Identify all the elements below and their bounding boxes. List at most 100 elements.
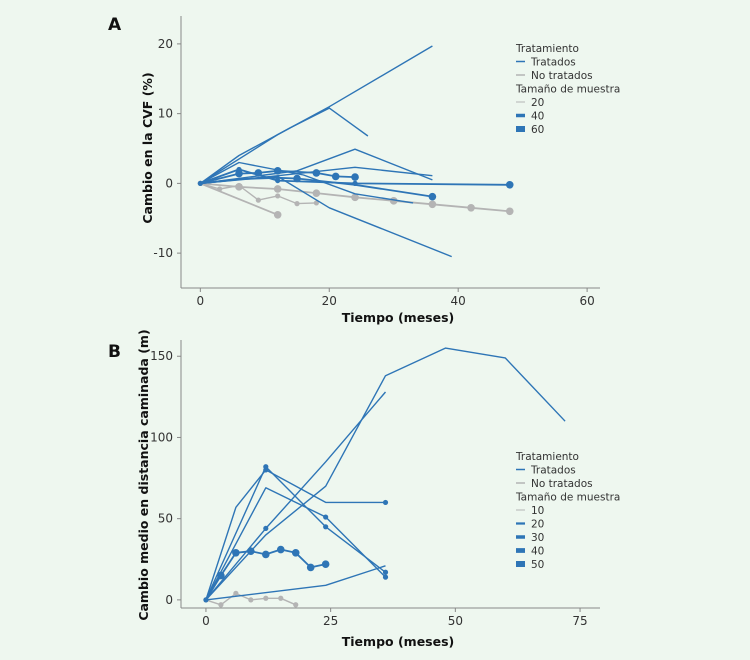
y-axis-title-a: Cambio en la CVF (%) [140, 72, 155, 223]
data-point-untreated [255, 197, 261, 203]
x-tick-label: 60 [579, 294, 594, 308]
data-point-untreated [428, 200, 437, 209]
data-point-untreated [236, 182, 242, 189]
panel-b: B 0 50 100 150 0 25 50 75 Tiempo (meses) Cambio… [108, 329, 620, 649]
x-tick-label: 20 [322, 294, 337, 308]
data-point-untreated [278, 595, 284, 601]
data-point-treated [505, 180, 514, 189]
y-tick-label: 0 [165, 593, 173, 607]
y-tick-label: 20 [158, 37, 173, 51]
data-point-treated [351, 173, 359, 181]
y-tick-label: -10 [153, 246, 173, 260]
legend-title-treatment: Tratamiento [515, 43, 579, 55]
data-point-treated [312, 169, 321, 177]
legend-label-size: 10 [531, 505, 544, 517]
legend-label-treated: Tratados [530, 465, 576, 477]
data-point-treated [235, 169, 243, 178]
data-point-treated [382, 574, 389, 580]
x-tick-label: 25 [323, 614, 338, 628]
y-tick-label: 100 [150, 430, 173, 444]
legend-label-size: 20 [531, 97, 544, 109]
data-point-treated [382, 569, 389, 575]
y-tick-label: 10 [158, 107, 173, 121]
x-axis-title-b: Tiempo (meses) [342, 634, 455, 649]
data-point-untreated [233, 590, 239, 596]
y-tick-label: 0 [165, 176, 173, 190]
legend-label-size: 50 [531, 559, 544, 571]
data-point-treated [306, 563, 315, 572]
series-line-treated-b-3 [205, 466, 386, 601]
data-point-treated [321, 560, 330, 568]
series-line-treated-a-5 [199, 161, 414, 204]
data-point-treated [247, 547, 255, 555]
legend-label-size: 40 [531, 546, 544, 558]
data-point-untreated [467, 203, 475, 212]
x-axis-title-a: Tiempo (meses) [342, 310, 455, 325]
data-point-treated [428, 192, 437, 201]
legend-label-size: 30 [531, 532, 544, 544]
data-point-untreated [312, 189, 321, 197]
data-point-treated [293, 174, 301, 183]
legend-title-treatment: Tratamiento [515, 451, 579, 463]
data-point-treated [261, 550, 270, 559]
data-point-treated [203, 597, 209, 603]
data-point-treated [254, 169, 263, 177]
series-line-treated-a-8 [200, 176, 433, 198]
y-tick-label: 150 [150, 349, 173, 363]
data-point-untreated [294, 201, 300, 207]
data-point-treated [263, 464, 269, 470]
series-line-treated-b-2 [205, 487, 386, 601]
legend-title-sample-size: Tamaño de muestra [515, 84, 620, 96]
x-tick-label: 40 [451, 294, 466, 308]
data-point-untreated [273, 185, 282, 193]
x-tick-label: 0 [202, 614, 210, 628]
data-point-treated [217, 571, 225, 580]
data-point-treated [382, 499, 389, 506]
legend-title-sample-size: Tamaño de muestra [515, 492, 620, 504]
legend-label-size: 60 [531, 124, 544, 136]
legend-label-size: 20 [531, 519, 544, 531]
panel-letter-a: A [108, 15, 122, 35]
data-point-treated [263, 525, 269, 532]
data-point-untreated [293, 602, 299, 608]
x-tick-label: 0 [197, 294, 205, 308]
data-point-treated [331, 172, 340, 181]
y-axis-title-b: Cambio medio en distancia caminada (m) [136, 329, 151, 620]
data-point-untreated [273, 210, 282, 219]
series-line-treated-b-5 [205, 565, 386, 601]
data-point-untreated [263, 595, 269, 601]
data-point-treated [291, 548, 300, 557]
data-point-treated [276, 545, 285, 554]
series-line-treated-a-4 [200, 148, 433, 185]
legend-label-treated: Tratados [530, 57, 576, 69]
series-line-treated-b-0 [205, 347, 566, 601]
x-tick-label: 75 [572, 614, 587, 628]
data-point-untreated [248, 597, 254, 603]
data-point-treated [275, 177, 281, 184]
data-point-treated [232, 548, 240, 557]
legend-label-untreated: No tratados [531, 70, 593, 82]
data-point-treated [323, 514, 329, 520]
legend-label-size: 40 [531, 111, 544, 123]
x-tick-label: 50 [448, 614, 463, 628]
series-line-treated-b-4 [205, 391, 387, 601]
data-point-untreated [275, 193, 281, 199]
data-point-untreated [505, 207, 514, 216]
data-point-untreated [313, 200, 319, 206]
series-line-treated-a-1 [199, 107, 369, 184]
data-point-untreated [218, 602, 224, 608]
y-tick-label: 50 [158, 512, 173, 526]
data-point-treated [323, 524, 329, 530]
plot-area-b: 0 50 100 150 0 25 50 75 [150, 340, 600, 628]
data-point-untreated [351, 193, 359, 202]
data-point-treated [273, 167, 282, 175]
legend-label-untreated: No tratados [531, 478, 593, 490]
panel-letter-b: B [108, 342, 121, 362]
series-line-untreated-a-11 [199, 182, 279, 216]
